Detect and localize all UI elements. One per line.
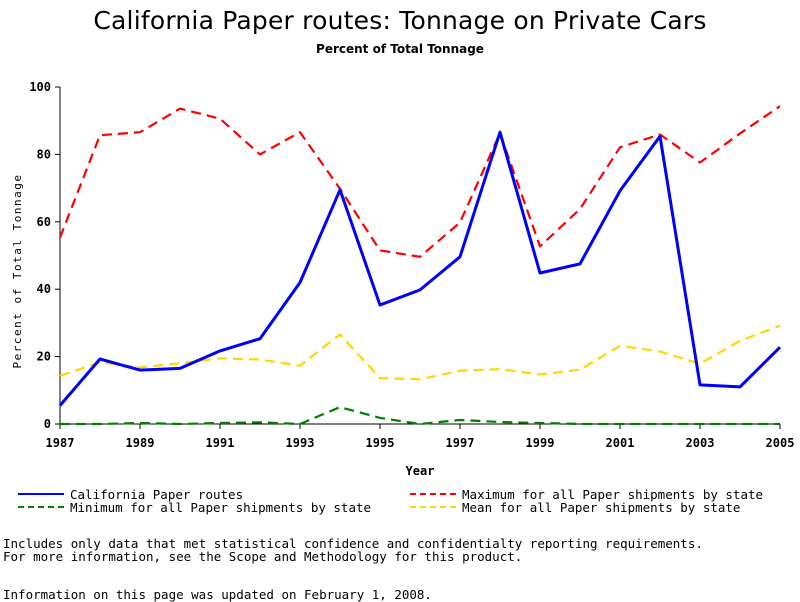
legend-label: Mean for all Paper shipments by state (462, 499, 741, 515)
series-line-mean-for-all-paper-shipments-by-state (59, 324, 781, 381)
series-line-california-paper-routes (58, 130, 782, 407)
chart-subtitle: Percent of Total Tonnage (316, 42, 484, 56)
x-tick-label: 1999 (526, 436, 555, 450)
y-axis-label: Percent of Total Tonnage (11, 174, 24, 369)
x-axis-label: Year (406, 464, 435, 478)
x-tick-label: 1991 (206, 436, 235, 450)
series-line-minimum-for-all-paper-shipments-by-state (60, 406, 780, 426)
y-tick-label: 60 (37, 215, 51, 229)
legend-label: Maximum for all Paper shipments by state (462, 486, 764, 502)
y-tick-label: 20 (37, 350, 51, 364)
legend-swatch-green (18, 506, 64, 508)
legend-swatch-yellow (410, 506, 456, 508)
x-tick-label: 1989 (126, 436, 155, 450)
footnote-updated: Information on this page was updated on … (3, 587, 432, 602)
footnote-methodology: For more information, see the Scope and … (3, 549, 523, 564)
axes: 0 20 40 60 80 100 1987 1989 1991 1993 1995 1997 1999… (29, 80, 794, 450)
chart-title: California Paper routes: Tonnage on Priv… (93, 6, 707, 35)
line-chart: 0 20 40 60 80 100 1987 1989 1991 1993 1995 1997 1999… (11, 80, 794, 478)
legend-swatch-blue (18, 493, 64, 495)
legend-item-minimum: Minimum for all Paper shipments by state (18, 499, 372, 515)
x-tick-label: 2001 (606, 436, 635, 450)
legend-swatch-red (410, 493, 456, 495)
legend-label: California Paper routes (70, 486, 244, 502)
x-tick-label: 1987 (46, 436, 75, 450)
y-tick-label: 80 (37, 147, 51, 161)
series-lines (58, 105, 782, 426)
x-tick-label: 2003 (686, 436, 715, 450)
legend-item-maximum: Maximum for all Paper shipments by state (410, 486, 764, 502)
x-tick-label: 1993 (286, 436, 315, 450)
legend-item-california: California Paper routes (18, 486, 244, 502)
y-tick-label: 40 (37, 282, 51, 296)
x-tick-label: 1997 (446, 436, 475, 450)
legend-label: Minimum for all Paper shipments by state (70, 499, 372, 515)
x-tick-label: 2005 (766, 436, 795, 450)
legend-item-mean: Mean for all Paper shipments by state (410, 499, 741, 515)
x-tick-label: 1995 (366, 436, 395, 450)
series-line-maximum-for-all-paper-shipments-by-state (58, 105, 781, 258)
y-tick-label: 100 (29, 80, 51, 94)
y-tick-label: 0 (44, 417, 51, 431)
footnote-confidence: Includes only data that met statistical … (3, 536, 703, 551)
